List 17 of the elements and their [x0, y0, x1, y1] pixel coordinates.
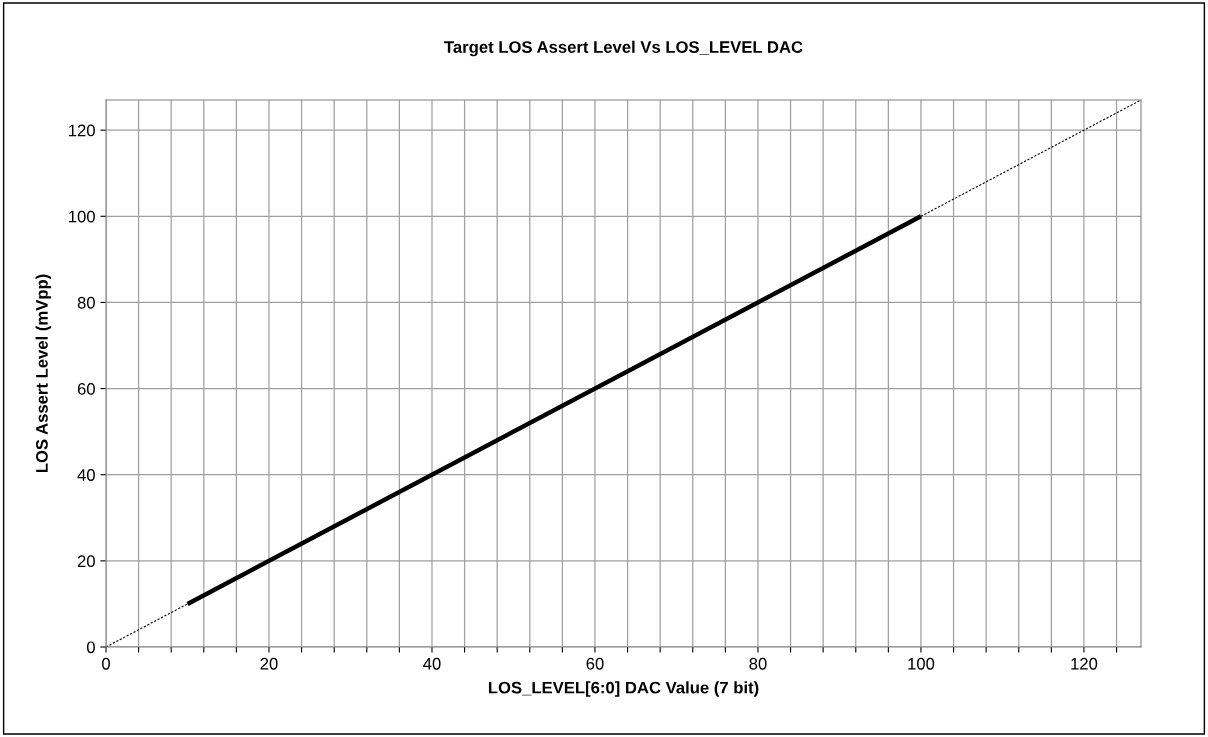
y-tick-label: 40 — [77, 469, 95, 481]
x-tick-label: 80 — [749, 657, 767, 670]
x-tick-label: 40 — [423, 657, 441, 670]
y-tick-label: 0 — [86, 641, 95, 654]
x-tick-label: 100 — [908, 657, 935, 670]
y-tick-label: 60 — [77, 382, 95, 395]
x-tick-label: 20 — [260, 657, 278, 670]
y-axis-title: LOS Assert Level (mVpp) — [35, 274, 52, 473]
x-tick-label: 60 — [586, 657, 604, 670]
x-tick-label: 120 — [1071, 657, 1098, 670]
chart-title: Target LOS Assert Level Vs LOS_LEVEL DAC — [444, 40, 803, 57]
x-tick-label: 0 — [102, 657, 110, 670]
x-axis-title: LOS_LEVEL[6:0] DAC Value (7 bit) — [488, 681, 759, 697]
y-tick-label: 120 — [69, 124, 95, 137]
y-tick-label: 80 — [77, 296, 95, 309]
y-tick-label: 100 — [69, 210, 95, 223]
y-tick-label: 20 — [77, 555, 95, 568]
